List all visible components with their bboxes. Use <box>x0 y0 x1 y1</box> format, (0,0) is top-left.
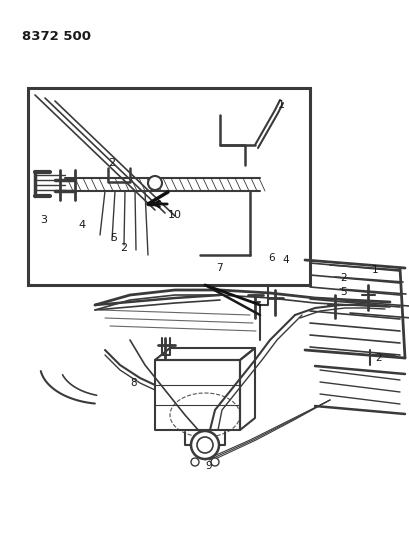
Text: 8: 8 <box>130 378 136 388</box>
Text: 5: 5 <box>110 233 117 243</box>
Text: 1: 1 <box>371 265 378 275</box>
Text: 8372 500: 8372 500 <box>22 30 91 43</box>
Bar <box>28 88 309 285</box>
Text: 6: 6 <box>267 253 274 263</box>
Text: 4: 4 <box>281 255 288 265</box>
Text: 3: 3 <box>40 215 47 225</box>
Text: 5: 5 <box>339 287 346 297</box>
Circle shape <box>191 458 198 466</box>
Circle shape <box>191 431 218 459</box>
Text: 9: 9 <box>204 461 211 471</box>
Text: 1: 1 <box>277 100 284 110</box>
Text: 2: 2 <box>374 353 381 363</box>
Circle shape <box>148 176 162 190</box>
Text: 7: 7 <box>216 263 222 273</box>
Text: 2: 2 <box>339 273 346 283</box>
Text: 2: 2 <box>120 243 127 253</box>
Text: 2: 2 <box>108 158 115 168</box>
Text: 10: 10 <box>168 210 182 220</box>
Circle shape <box>196 437 213 453</box>
Text: 4: 4 <box>78 220 85 230</box>
Circle shape <box>211 458 218 466</box>
